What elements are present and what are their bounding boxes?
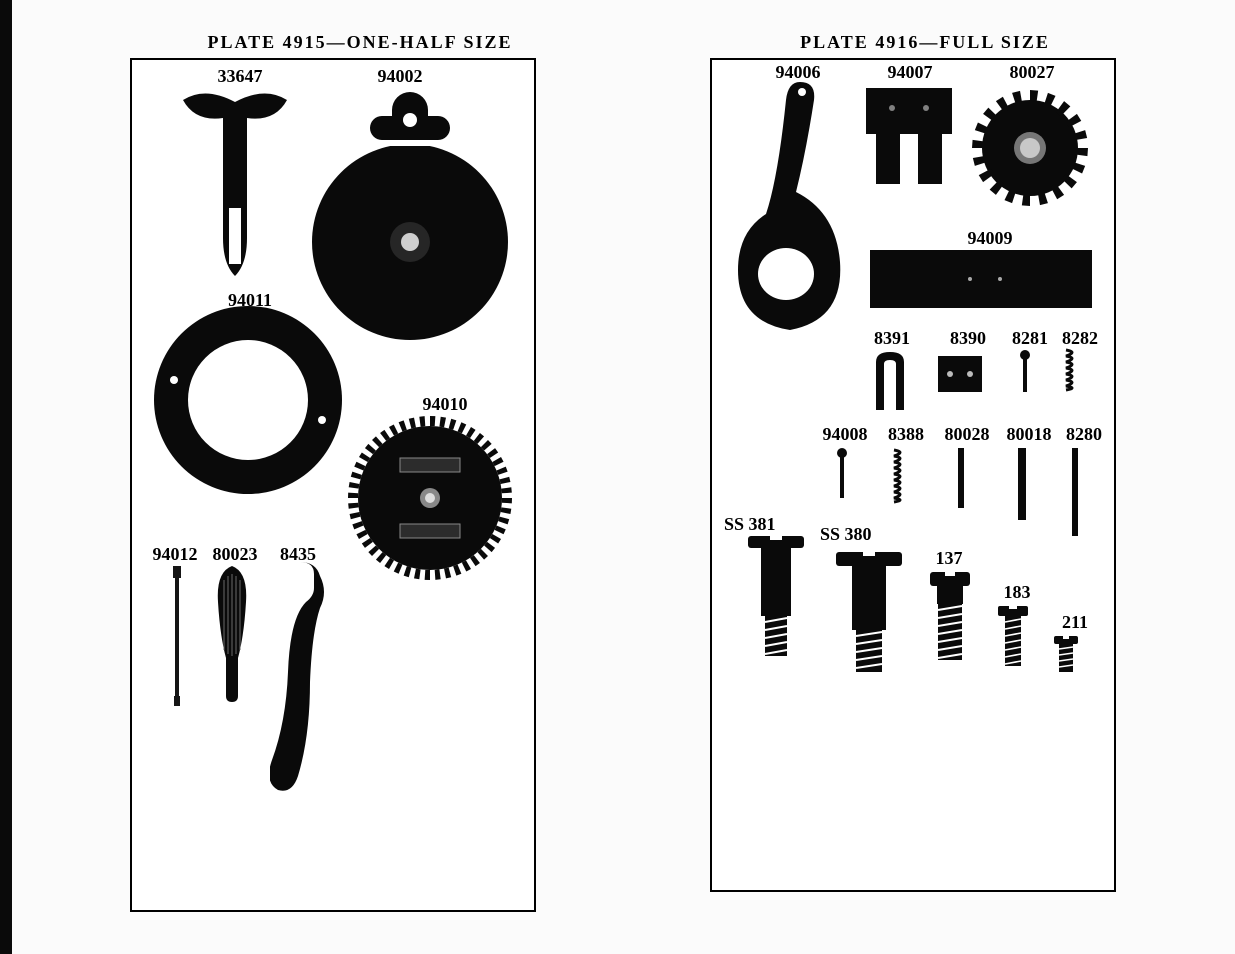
- part-33647-winding-key-icon: [175, 88, 295, 288]
- part-94007-fork-icon: [866, 88, 952, 184]
- plate-4915-title: PLATE 4915—ONE-HALF SIZE: [190, 32, 530, 53]
- part-8280-rod-icon: [1072, 448, 1078, 536]
- page-left-margin-bar: [0, 0, 12, 954]
- part-label-94009: 94009: [950, 228, 1030, 249]
- part-label-94006: 94006: [758, 62, 838, 83]
- part-80028-rod-icon: [958, 448, 964, 508]
- part-94006-arm-icon: [736, 82, 848, 332]
- part-label-183: 183: [992, 582, 1042, 603]
- part-label-137: 137: [924, 548, 974, 569]
- part-8391-staple-icon: [872, 350, 908, 410]
- plate-4916-title: PLATE 4916—FULL SIZE: [795, 32, 1055, 53]
- part-80027-gear-icon: [970, 88, 1090, 208]
- part-label-8388: 8388: [876, 424, 936, 445]
- part-183-screw-icon: [998, 606, 1028, 666]
- part-94002-cover-plate-icon: [310, 92, 510, 342]
- part-8390-plate-icon: [938, 356, 982, 392]
- part-label-8280: 8280: [1054, 424, 1114, 445]
- part-label-94010: 94010: [405, 394, 485, 415]
- part-label-ss381: SS 381: [724, 514, 804, 535]
- part-label-8390: 8390: [938, 328, 998, 349]
- part-ss380-screw-icon: [836, 552, 902, 672]
- part-94011-ring-icon: [154, 306, 342, 494]
- part-label-94008: 94008: [810, 424, 880, 445]
- part-94009-bar-icon: [870, 250, 1092, 308]
- part-80023-handle-icon: [214, 566, 250, 702]
- part-label-8282: 8282: [1050, 328, 1110, 349]
- part-8435-lever-icon: [270, 562, 330, 792]
- part-8388-spring-icon: [892, 448, 908, 504]
- part-137-screw-icon: [930, 572, 970, 660]
- part-label-33647: 33647: [200, 66, 280, 87]
- part-80018-rod-icon: [1018, 448, 1026, 520]
- part-label-80023: 80023: [200, 544, 270, 565]
- part-94010-gear-icon: [348, 416, 512, 580]
- part-label-ss380: SS 380: [820, 524, 900, 545]
- part-label-8391: 8391: [862, 328, 922, 349]
- part-label-94002: 94002: [360, 66, 440, 87]
- part-94008-pin-icon: [836, 448, 848, 498]
- part-8282-spring-icon: [1064, 348, 1080, 392]
- part-label-211: 211: [1050, 612, 1100, 633]
- part-211-screw-icon: [1054, 636, 1078, 672]
- part-8281-pin-icon: [1020, 350, 1030, 392]
- part-94012-pin-icon: [170, 566, 184, 706]
- part-label-80027: 80027: [992, 62, 1072, 83]
- part-label-94007: 94007: [870, 62, 950, 83]
- part-label-80028: 80028: [932, 424, 1002, 445]
- part-ss381-screw-icon: [748, 536, 804, 656]
